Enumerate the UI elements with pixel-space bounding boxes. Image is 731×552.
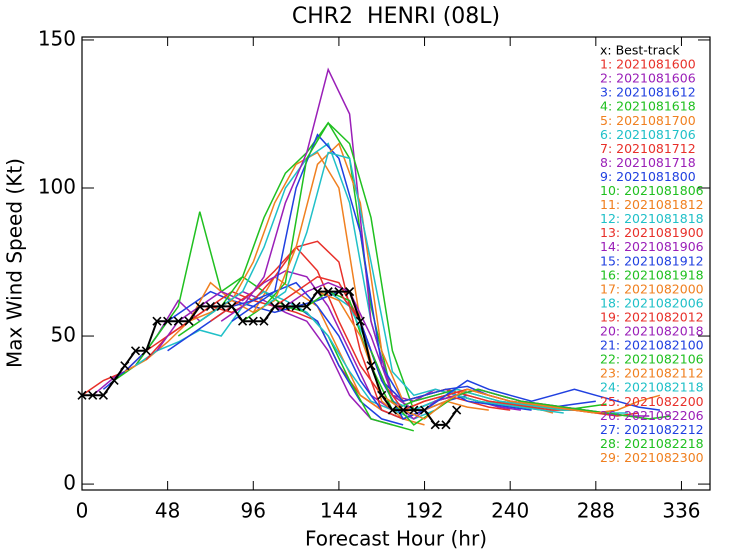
legend-entry: 12: 2021081818: [600, 211, 704, 226]
best-track-marker: [88, 390, 98, 400]
legend-entry: 6: 2021081706: [600, 127, 696, 142]
series-line: [82, 290, 458, 426]
best-track-marker: [291, 301, 301, 311]
x-tick-label: 96: [241, 499, 266, 523]
best-track-marker: [152, 316, 162, 326]
legend-entry: 11: 2021081812: [600, 197, 704, 212]
x-tick-label: 144: [320, 499, 358, 523]
best-track-marker: [248, 316, 258, 326]
y-axis-title: Max Wind Speed (Kt): [3, 158, 27, 368]
best-track-marker: [184, 316, 194, 326]
legend-entry: 8: 2021081718: [600, 155, 696, 170]
best-track-marker: [409, 405, 419, 415]
best-track-marker: [441, 420, 451, 430]
legend-entry: 25: 2021082200: [600, 394, 704, 409]
legend-entry: 19: 2021082012: [600, 309, 704, 324]
best-track-marker: [355, 316, 365, 326]
legend-entry: 4: 2021081618: [600, 99, 696, 114]
legend-entry: 9: 2021081800: [600, 169, 696, 184]
x-axis-title: Forecast Hour (hr): [305, 527, 487, 551]
legend-entry: 21: 2021082100: [600, 338, 704, 353]
x-tick-label: 0: [76, 499, 89, 523]
best-track-marker: [109, 375, 119, 386]
legend-entry: 28: 2021082218: [600, 436, 704, 451]
legend-entry: 18: 2021082006: [600, 295, 704, 310]
series-line: [263, 151, 564, 414]
best-track-marker: [163, 316, 173, 326]
series-line: [359, 320, 661, 420]
legend-entry: 23: 2021082112: [600, 366, 704, 381]
best-track-marker: [280, 301, 290, 311]
best-track-marker: [345, 287, 355, 297]
y-tick-label: 0: [63, 471, 76, 495]
x-tick-label: 336: [662, 499, 700, 523]
best-track-marker: [173, 316, 183, 326]
y-tick-label: 100: [38, 175, 76, 199]
best-track-marker: [120, 361, 130, 371]
chart-title: CHR2 HENRI (08L): [292, 4, 500, 29]
best-track-marker: [195, 301, 205, 311]
best-track-marker: [312, 287, 323, 297]
best-track-marker: [141, 346, 151, 356]
legend-entry: 26: 2021082206: [600, 408, 704, 423]
x-tick-label: 48: [155, 499, 180, 523]
x-tick-label: 192: [405, 499, 443, 523]
best-track-marker: [387, 405, 397, 415]
series-line: [231, 133, 532, 411]
legend-entry: 1: 2021081600: [600, 57, 696, 72]
best-track-marker: [77, 390, 87, 400]
best-track-marker: [398, 405, 408, 415]
series-line: [177, 121, 479, 411]
series-line: [370, 350, 671, 426]
legend-entry: 29: 2021082300: [600, 450, 704, 465]
best-track-marker: [377, 390, 387, 400]
best-track-marker: [259, 316, 269, 326]
series-line: [210, 240, 511, 420]
best-track-marker: [366, 361, 376, 371]
y-tick-label: 50: [51, 323, 76, 347]
legend-entry: 20: 2021082018: [600, 324, 704, 339]
best-track-marker: [98, 390, 108, 400]
best-track-marker: [419, 405, 430, 415]
legend-entry: 16: 2021081918: [600, 267, 704, 282]
legend-entry: 22: 2021082106: [600, 352, 704, 367]
legend-entry: 10: 2021081806: [600, 183, 704, 198]
plot-frame: [81, 36, 711, 491]
legend-entry: 17: 2021082000: [600, 281, 704, 296]
legend-entry: 27: 2021082212: [600, 422, 704, 437]
legend-entry: 7: 2021081712: [600, 141, 696, 156]
best-track-marker: [334, 287, 344, 297]
best-track-marker: [227, 301, 237, 311]
best-track-marker: [452, 405, 462, 415]
plot-area: [77, 67, 671, 432]
legend-entry: 14: 2021081906: [600, 239, 704, 254]
legend-entry: 13: 2021081900: [600, 225, 704, 240]
legend-entry: 24: 2021082118: [600, 380, 704, 395]
legend-entry: 15: 2021081912: [600, 253, 704, 268]
best-track-marker: [270, 301, 280, 311]
series-line: [295, 290, 596, 408]
series-line: [135, 290, 436, 420]
best-track-marker: [205, 301, 216, 311]
best-track-marker: [430, 420, 440, 430]
best-track-marker: [130, 346, 141, 356]
best-track-marker: [302, 301, 312, 311]
best-track-marker: [238, 316, 248, 326]
series-line: [145, 246, 447, 411]
y-tick-label: 150: [38, 26, 76, 50]
best-track-marker: [216, 301, 226, 311]
legend-entry: x: Best-track: [600, 43, 680, 58]
best-track-marker: [323, 287, 333, 297]
x-tick-label: 240: [491, 499, 529, 523]
series-line: [188, 151, 489, 420]
legend-entry: 2: 2021081606: [600, 71, 696, 86]
x-tick-label: 288: [577, 499, 615, 523]
legend-entry: 3: 2021081612: [600, 85, 696, 100]
legend-entry: 5: 2021081700: [600, 113, 696, 128]
